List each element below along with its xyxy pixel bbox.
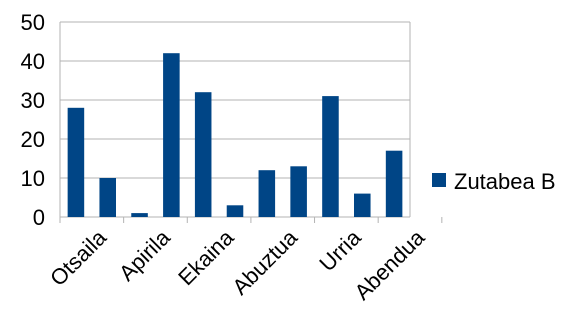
y-tick-label: 40 — [21, 49, 45, 74]
bar — [258, 170, 276, 217]
bar — [163, 53, 180, 218]
bar — [226, 205, 244, 217]
x-tick-label: Apirila — [114, 224, 175, 285]
y-tick-label: 0 — [33, 205, 45, 230]
bar — [67, 107, 85, 217]
bar — [131, 213, 148, 217]
x-tick-label: Abendua — [349, 224, 430, 305]
y-tick-label: 50 — [21, 10, 45, 35]
y-tick-label: 10 — [21, 166, 45, 191]
legend: Zutabea B — [432, 169, 556, 194]
bars — [67, 53, 403, 218]
gridlines — [59, 21, 411, 218]
x-tick-label: Urria — [314, 224, 366, 276]
y-tick-label: 20 — [21, 127, 45, 152]
y-tick-label: 30 — [21, 88, 45, 113]
bar — [99, 178, 116, 217]
legend-label-zutabea-b: Zutabea B — [454, 169, 556, 194]
bar — [194, 92, 212, 217]
x-tick-label: Abuztua — [227, 224, 302, 299]
bar — [290, 166, 307, 217]
bar — [385, 150, 403, 217]
x-tick-label: Otsaila — [45, 224, 112, 291]
bar — [354, 193, 371, 217]
legend-swatch — [432, 173, 446, 187]
bar — [322, 96, 339, 217]
y-axis-ticks: 0 10 20 30 40 50 — [21, 10, 45, 230]
